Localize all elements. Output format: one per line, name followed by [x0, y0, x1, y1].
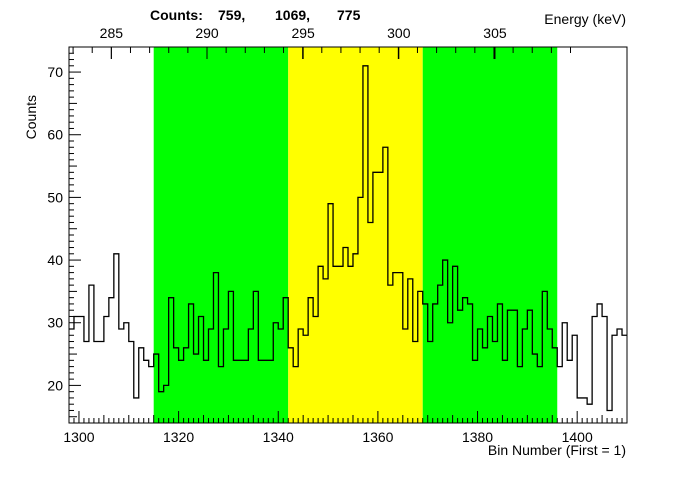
energy-tick-label: 305 [483, 25, 507, 41]
energy-axis-title: Energy (keV) [544, 11, 626, 27]
x-tick-label: 1360 [362, 429, 393, 445]
energy-tick-label: 295 [291, 25, 315, 41]
y-tick-label: 30 [47, 315, 63, 331]
x-tick-label: 1320 [163, 429, 194, 445]
counts-header-label: Counts: [150, 7, 203, 23]
axes: 1300 1320 1340 1360 1380 1400 20 30 40 50 60 70 285 2… [47, 25, 628, 445]
counts-value-peak: 1069, [275, 7, 310, 23]
region-highlights [153, 47, 558, 423]
energy-tick-label: 285 [100, 25, 124, 41]
counts-value-left: 759, [218, 7, 245, 23]
region-2 [422, 47, 558, 423]
y-tick-label: 50 [47, 189, 63, 205]
energy-tick-label: 290 [195, 25, 219, 41]
x-axis-title: Bin Number (First = 1) [488, 442, 626, 458]
histogram-series [69, 65, 627, 412]
histogram-line [69, 65, 627, 412]
counts-value-right: 775 [337, 7, 361, 23]
region-1 [288, 47, 423, 423]
y-tick-label: 70 [47, 64, 63, 80]
y-tick-label: 40 [47, 252, 63, 268]
energy-tick-label: 300 [387, 25, 411, 41]
y-axis-title: Counts [23, 95, 39, 139]
y-tick-label: 20 [47, 377, 63, 393]
x-tick-label: 1300 [63, 429, 94, 445]
x-tick-label: 1340 [263, 429, 294, 445]
x-tick-label: 1380 [462, 429, 493, 445]
x-tick-label: 1400 [562, 429, 593, 445]
y-tick-label: 60 [47, 127, 63, 143]
